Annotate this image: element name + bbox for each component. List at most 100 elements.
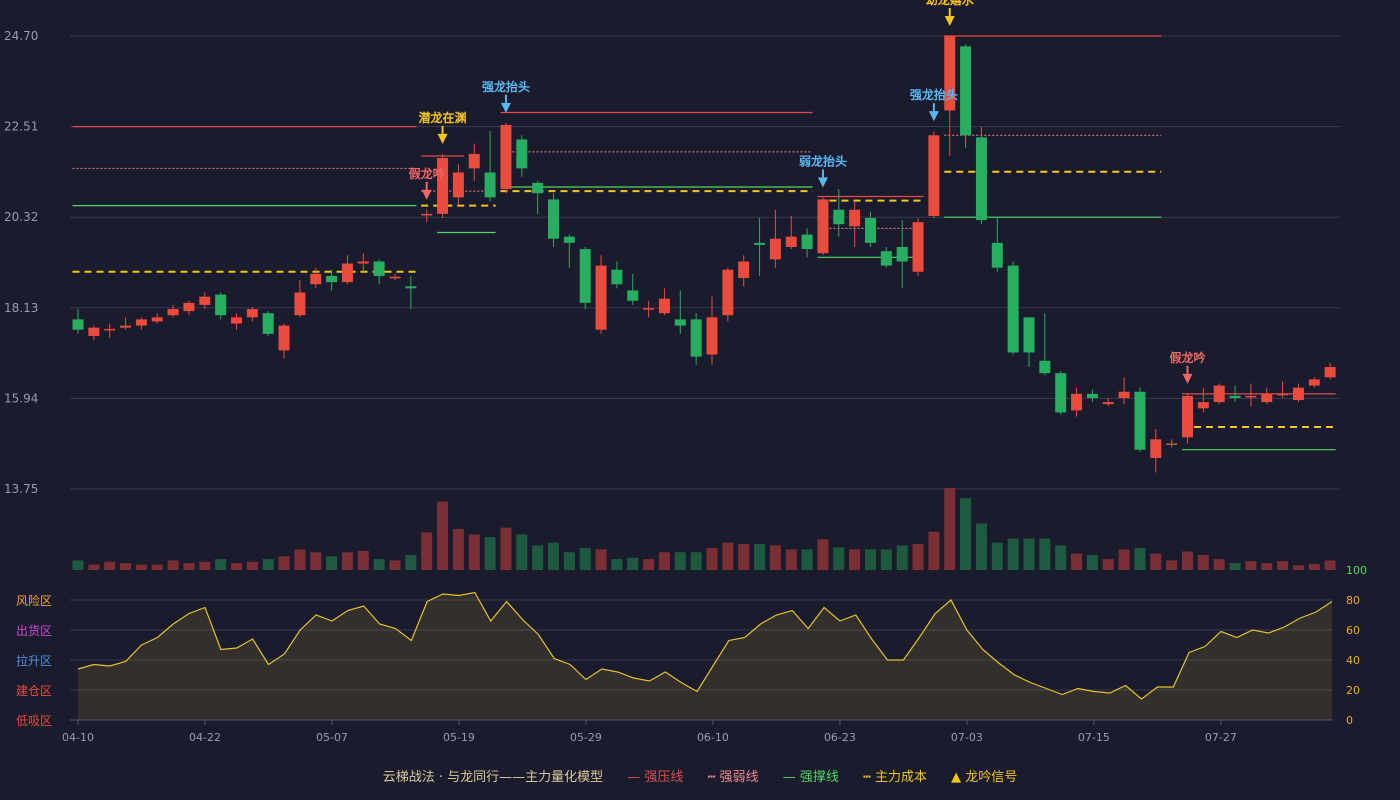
volume-bar [452,529,464,570]
volume-bar [357,550,369,570]
candle-body [944,36,956,111]
candle-body [500,124,512,190]
candle-body [151,317,163,322]
volume-bar [326,556,338,570]
legend-title: 云梯战法 · 与龙同行——主力量化模型 [382,770,604,785]
signal-label: 强龙抬头 [482,79,530,94]
candle-body [357,261,369,264]
candle-body [991,242,1003,268]
volume-bar [1245,561,1257,570]
signal-arrow-icon [944,16,955,26]
candle-body [754,242,766,245]
candle-body [801,234,813,250]
volume-bar [611,559,623,570]
volume-bar [72,560,84,570]
volume-bar [135,564,147,570]
candle-body [405,286,417,289]
axis-layer: 24.70 22.51 20.32 18.13 15.94 13.75 100 80 60 40 2… [4,29,1367,744]
candle-body [373,261,385,276]
oscillator-tick-label: 60 [1346,624,1360,637]
volume-bar [690,552,702,570]
price-tick-label: 22.51 [4,120,38,134]
volume-bar [1039,538,1051,570]
volume-bar [389,560,401,570]
x-tick-label: 07-03 [951,731,983,744]
volume-bar [1023,538,1035,570]
volume-bar [1071,553,1083,570]
candle-body [1277,393,1289,396]
volume-bar [643,559,655,570]
signal-arrow-icon [500,102,511,113]
oscillator-tick-label: 40 [1346,654,1360,667]
signal-label: 假龙吟 [1169,350,1205,365]
candle-body [1261,393,1273,403]
volume-bar [769,545,781,570]
candle-body [579,249,591,303]
candle-body [1150,439,1162,458]
volume-bar [151,564,163,570]
signal-label: 假龙吟 [409,166,445,181]
candle-body [1086,393,1098,398]
candle-body [849,209,861,227]
signal-arrow-icon [928,111,939,122]
legend-item-signal[interactable]: ▲ 龙吟信号 [951,770,1017,785]
price-tick-label: 24.70 [4,29,38,43]
candle-body [785,236,797,247]
legend-item-support[interactable]: — 强撑线 [783,770,843,785]
candle-body [199,296,211,305]
candle-body [294,292,306,316]
candle-body [1039,360,1051,374]
volume-bar [658,552,670,570]
candle-body [896,246,908,262]
candle-body [865,218,876,243]
candle-body [1007,265,1019,353]
signal-label: 幼龙嬉水 [926,0,975,7]
candle-body [278,325,290,351]
legend-item-cost[interactable]: ┅ 主力成本 [863,770,931,785]
candle-body [722,269,734,316]
volume-bar [516,534,528,570]
candle-body [1308,379,1320,386]
legend-item-weak-line[interactable]: ┅ 强弱线 [708,770,763,785]
volume-bar [1166,560,1178,570]
candle-body [1071,393,1083,411]
volume-bar [1277,561,1289,570]
signal-arrow-icon [1182,373,1193,384]
x-tick-label: 06-23 [824,731,856,744]
candle-body [1292,387,1304,401]
candle-body [706,317,718,355]
volume-bar [1261,563,1273,570]
volume-bar [310,552,322,570]
volume-bar [912,544,924,570]
volume-bar [627,557,639,570]
legend-item-strong-pressure[interactable]: — 强压线 [627,770,687,785]
candle-body [1182,395,1193,438]
x-tick-label: 04-10 [62,731,94,744]
candle-body [167,309,179,316]
candle-body [960,46,972,136]
legend-symbol: — [782,770,796,785]
candle-layer [72,36,1336,473]
candle-body [341,263,353,283]
candle-body [516,139,528,169]
volume-bar [532,545,544,570]
candle-body [643,308,655,310]
candle-body [912,222,924,272]
candle-body [310,273,322,285]
volume-bar [183,563,195,570]
oscillator-zone-label: 建仓区 [16,684,52,698]
candle-body [1213,385,1225,403]
grid-layer [70,35,1340,721]
volume-bar [928,531,940,570]
signal-label: 弱龙抬头 [799,153,847,168]
volume-bar [991,542,1003,570]
candle-body [246,309,258,318]
volume-bar [548,542,559,570]
signal-label: 潜龙在渊 [419,110,467,125]
oscillator-line [77,591,1333,700]
volume-bar [484,537,496,570]
volume-bar [1118,549,1130,570]
volume-bar [341,552,353,570]
x-tick-label: 04-22 [189,731,221,744]
